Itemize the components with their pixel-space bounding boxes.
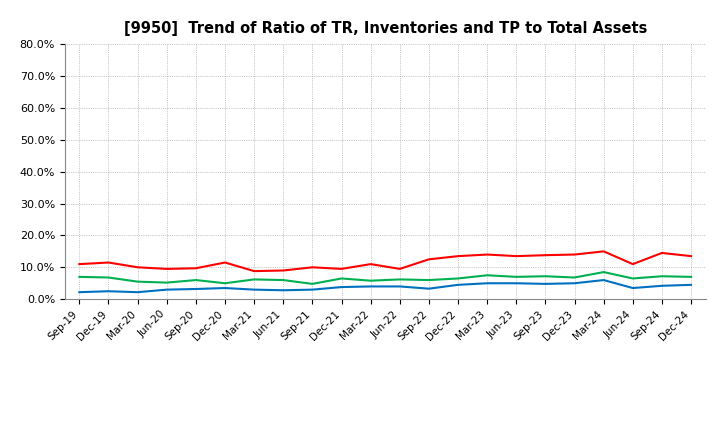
Trade Receivables <box>657 250 666 256</box>
Trade Payables <box>541 274 550 279</box>
Trade Receivables <box>454 253 462 259</box>
Trade Payables <box>425 278 433 283</box>
Trade Payables <box>192 278 200 283</box>
Inventories <box>599 278 608 283</box>
Inventories <box>133 290 142 295</box>
Trade Payables <box>75 274 84 279</box>
Trade Receivables <box>425 257 433 262</box>
Trade Receivables <box>104 260 113 265</box>
Inventories <box>250 287 258 292</box>
Trade Payables <box>454 276 462 281</box>
Trade Payables <box>395 277 404 282</box>
Inventories <box>163 287 171 292</box>
Trade Receivables <box>337 266 346 271</box>
Trade Receivables <box>570 252 579 257</box>
Line: Inventories: Inventories <box>79 280 691 292</box>
Inventories <box>454 282 462 287</box>
Inventories <box>512 281 521 286</box>
Inventories <box>220 286 229 291</box>
Trade Payables <box>570 275 579 280</box>
Trade Payables <box>250 277 258 282</box>
Trade Receivables <box>308 265 317 270</box>
Trade Receivables <box>483 252 492 257</box>
Trade Receivables <box>133 265 142 270</box>
Title: [9950]  Trend of Ratio of TR, Inventories and TP to Total Assets: [9950] Trend of Ratio of TR, Inventories… <box>124 21 647 36</box>
Inventories <box>657 283 666 289</box>
Inventories <box>541 281 550 286</box>
Trade Payables <box>629 276 637 281</box>
Trade Receivables <box>541 253 550 258</box>
Trade Payables <box>512 274 521 279</box>
Trade Payables <box>133 279 142 284</box>
Inventories <box>629 286 637 291</box>
Inventories <box>687 282 696 287</box>
Trade Receivables <box>366 261 375 267</box>
Trade Payables <box>220 281 229 286</box>
Trade Payables <box>483 273 492 278</box>
Inventories <box>104 289 113 294</box>
Trade Receivables <box>629 261 637 267</box>
Trade Receivables <box>599 249 608 254</box>
Inventories <box>570 281 579 286</box>
Inventories <box>366 284 375 289</box>
Trade Payables <box>104 275 113 280</box>
Trade Payables <box>337 276 346 281</box>
Trade Receivables <box>279 268 287 273</box>
Trade Receivables <box>250 268 258 274</box>
Trade Payables <box>163 280 171 285</box>
Trade Payables <box>366 278 375 283</box>
Inventories <box>337 284 346 290</box>
Line: Trade Payables: Trade Payables <box>79 272 691 284</box>
Inventories <box>395 284 404 289</box>
Trade Receivables <box>75 261 84 267</box>
Trade Receivables <box>220 260 229 265</box>
Trade Payables <box>308 281 317 286</box>
Trade Payables <box>657 274 666 279</box>
Line: Trade Receivables: Trade Receivables <box>79 251 691 271</box>
Trade Receivables <box>687 253 696 259</box>
Inventories <box>192 286 200 292</box>
Inventories <box>75 290 84 295</box>
Inventories <box>279 288 287 293</box>
Inventories <box>308 287 317 292</box>
Trade Receivables <box>192 266 200 271</box>
Trade Payables <box>279 278 287 283</box>
Trade Payables <box>599 269 608 275</box>
Trade Payables <box>687 274 696 279</box>
Inventories <box>425 286 433 291</box>
Trade Receivables <box>395 266 404 271</box>
Trade Receivables <box>512 253 521 259</box>
Trade Receivables <box>163 266 171 271</box>
Inventories <box>483 281 492 286</box>
